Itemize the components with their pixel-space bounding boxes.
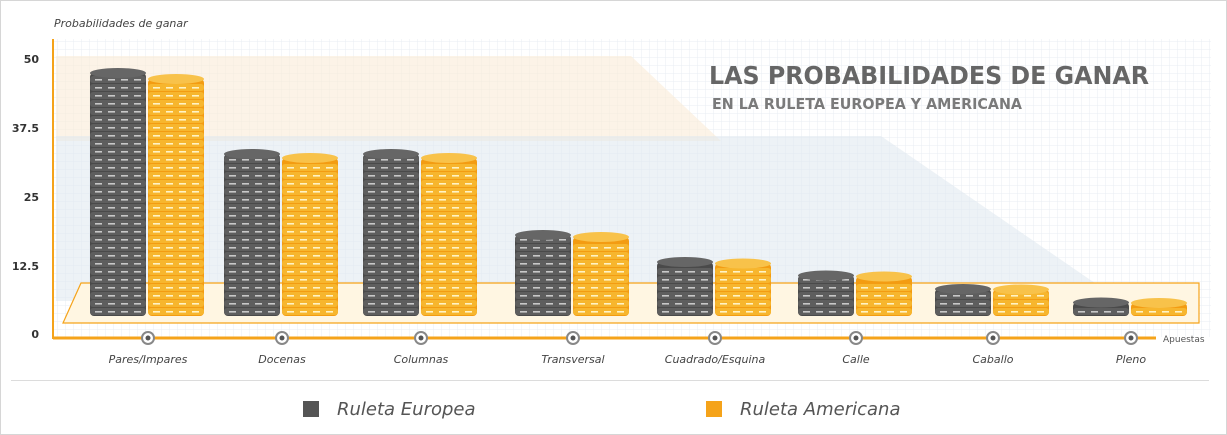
legend-label-europea: Ruleta Europea: [337, 398, 476, 420]
bar-europea-5[interactable]: [798, 270, 854, 317]
bar-europea-0[interactable]: [90, 68, 146, 316]
x-marker-dot: [990, 335, 996, 341]
x-tick-label: Calle: [842, 353, 870, 366]
bar-europea-4[interactable]: [657, 257, 713, 316]
x-marker-dot: [145, 335, 151, 341]
legend-item-europea[interactable]: Ruleta Europea: [303, 396, 476, 422]
bar-americana-5[interactable]: [856, 271, 912, 317]
legend-divider: [11, 380, 1209, 381]
bar-europea-2[interactable]: [363, 149, 419, 316]
x-marker-dot: [570, 335, 576, 341]
bar-americana-2[interactable]: [421, 153, 477, 316]
chart-subtitle: EN LA RULETA EUROPEA Y AMERICANA: [712, 95, 1022, 113]
legend-swatch-americana: [706, 401, 722, 417]
x-tick-label: Caballo: [973, 353, 1014, 366]
bar-americana-0[interactable]: [148, 74, 204, 316]
x-axis-title: Apuestas: [1163, 335, 1205, 345]
bar-americana-1[interactable]: [282, 153, 338, 316]
bar-europea-7[interactable]: [1073, 297, 1129, 317]
bar-americana-3[interactable]: [573, 232, 629, 316]
y-tick-label: 37.5: [12, 122, 39, 135]
x-tick-label: Pares/Impares: [109, 353, 188, 366]
bar-americana-4[interactable]: [715, 258, 771, 317]
x-tick-label: Cuadrado/Esquina: [665, 353, 766, 366]
legend-swatch-europea: [303, 401, 319, 417]
x-marker-dot: [853, 335, 859, 341]
x-tick-label: Pleno: [1116, 353, 1146, 366]
x-marker-dot: [712, 335, 718, 341]
x-tick-label: Docenas: [258, 353, 306, 366]
chart-plot: Probabilidades de ganar Apuestas LAS PRO…: [12, 17, 1211, 366]
chart-title: LAS PROBABILIDADES DE GANAR: [709, 61, 1149, 90]
x-marker-dot: [279, 335, 285, 341]
y-tick-label: 25: [24, 191, 39, 204]
bar-europea-3[interactable]: [515, 230, 571, 316]
y-tick-label: 12.5: [12, 260, 39, 273]
y-tick-label: 0: [31, 328, 39, 341]
legend-label-americana: Ruleta Americana: [740, 398, 901, 420]
bar-americana-7[interactable]: [1131, 298, 1187, 316]
x-marker-dot: [418, 335, 424, 341]
x-tick-label: Columnas: [394, 353, 449, 366]
y-tick-label: 50: [24, 53, 40, 66]
bar-americana-6[interactable]: [993, 284, 1049, 317]
bar-europea-6[interactable]: [935, 284, 991, 316]
x-tick-label: Transversal: [541, 353, 604, 366]
y-axis-title: Probabilidades de ganar: [54, 17, 189, 30]
bar-europea-1[interactable]: [224, 149, 280, 316]
x-marker-dot: [1128, 335, 1134, 341]
legend-item-americana[interactable]: Ruleta Americana: [706, 396, 901, 422]
